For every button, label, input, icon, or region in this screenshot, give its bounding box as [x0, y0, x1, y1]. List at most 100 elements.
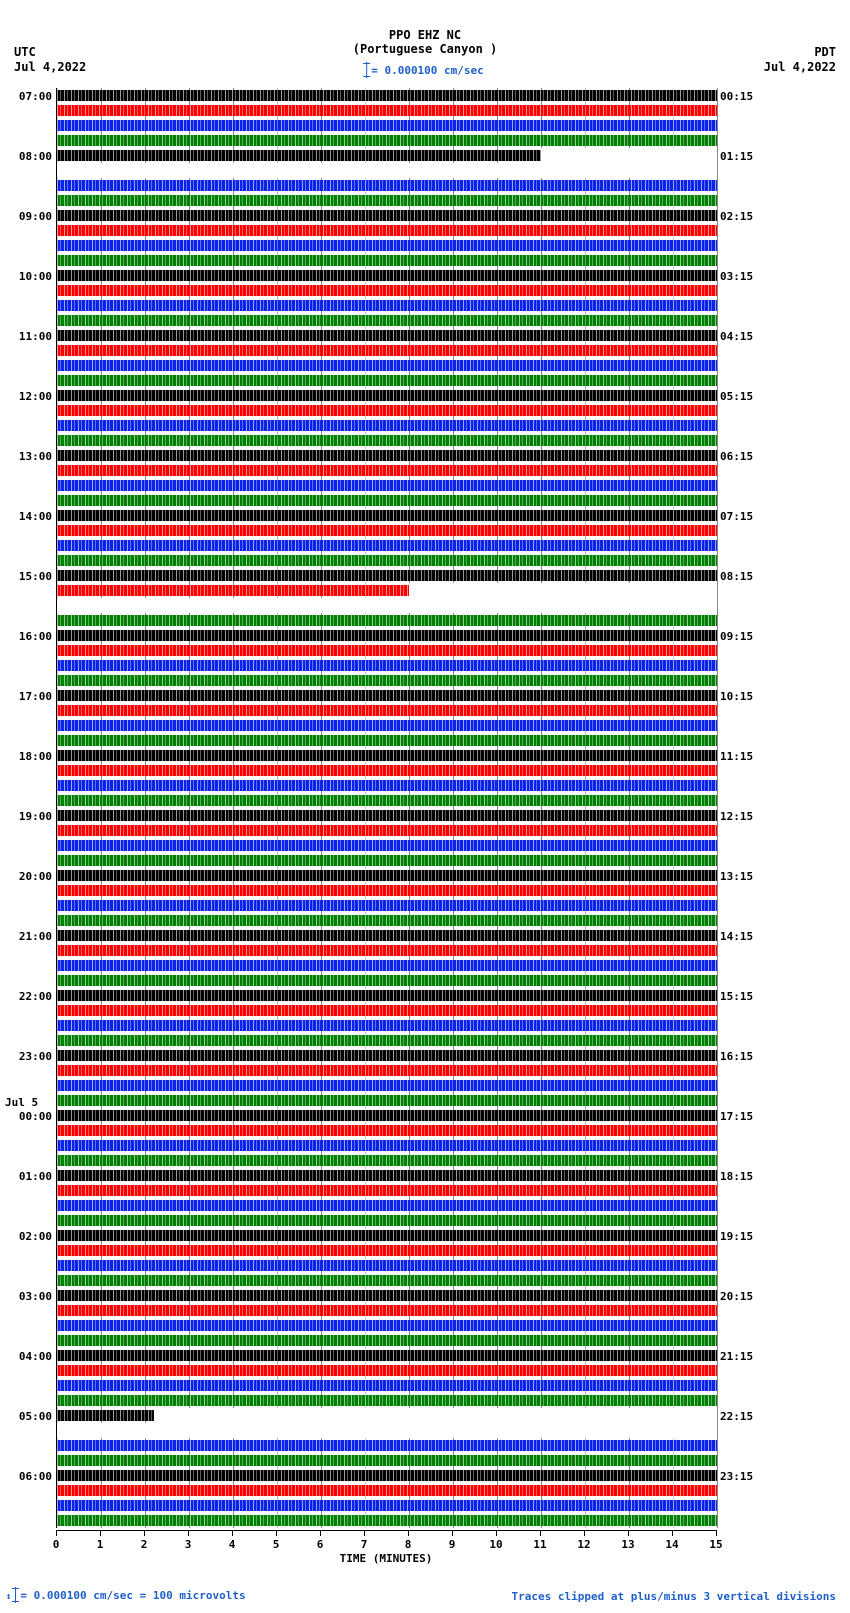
x-tick — [276, 1530, 277, 1536]
x-tick-label: 12 — [577, 1538, 590, 1551]
data-gap — [57, 598, 717, 613]
pdt-time-label: 07:15 — [720, 510, 753, 523]
utc-time-label: 17:00 — [6, 690, 52, 703]
trace-noise-overlay — [57, 853, 717, 868]
trace-row — [57, 793, 717, 808]
trace-row — [57, 418, 717, 433]
trace-noise-overlay — [57, 1288, 717, 1303]
trace-row — [57, 283, 717, 298]
trace-noise-overlay — [57, 1513, 717, 1528]
trace-noise-overlay — [57, 313, 717, 328]
trace-noise-overlay — [57, 553, 717, 568]
utc-time-label: 06:00 — [6, 1470, 52, 1483]
trace-row — [57, 508, 717, 523]
trace-row — [57, 1273, 717, 1288]
trace-row — [57, 928, 717, 943]
trace-row — [57, 868, 717, 883]
trace-row — [57, 643, 717, 658]
utc-time-label: 15:00 — [6, 570, 52, 583]
trace-row — [57, 118, 717, 133]
trace-noise-overlay — [57, 913, 717, 928]
trace-noise-overlay — [57, 1108, 717, 1123]
pdt-time-label: 14:15 — [720, 930, 753, 943]
trace-row — [57, 538, 717, 553]
trace-row — [57, 1213, 717, 1228]
trace-noise-overlay — [57, 763, 717, 778]
pdt-time-label: 09:15 — [720, 630, 753, 643]
trace-row — [57, 1168, 717, 1183]
trace-row — [57, 1318, 717, 1333]
trace-noise-overlay — [57, 688, 717, 703]
x-tick-label: 2 — [141, 1538, 148, 1551]
trace-noise-overlay — [57, 673, 717, 688]
trace-noise-overlay — [57, 1468, 717, 1483]
trace-row — [57, 748, 717, 763]
trace-row — [57, 343, 717, 358]
pdt-time-label: 03:15 — [720, 270, 753, 283]
trace-row — [57, 1093, 717, 1108]
trace-noise-overlay — [57, 748, 717, 763]
trace-row — [57, 838, 717, 853]
trace-noise-overlay — [57, 838, 717, 853]
x-axis-line — [56, 1530, 716, 1531]
trace-noise-overlay — [57, 283, 717, 298]
trace-row — [57, 433, 717, 448]
trace-noise-overlay — [57, 1303, 717, 1318]
trace-row — [57, 1333, 717, 1348]
trace-row — [57, 493, 717, 508]
x-tick — [716, 1530, 717, 1536]
trace-noise-overlay — [57, 1393, 717, 1408]
trace-noise-overlay — [57, 1018, 717, 1033]
trace-noise-overlay — [57, 988, 717, 1003]
trace-row — [57, 1453, 717, 1468]
utc-time-label: 20:00 — [6, 870, 52, 883]
trace-noise-overlay — [57, 448, 717, 463]
trace-noise-overlay — [57, 1273, 717, 1288]
x-tick — [100, 1530, 101, 1536]
trace-row — [57, 523, 717, 538]
x-tick-label: 10 — [489, 1538, 502, 1551]
trace-noise-overlay — [57, 403, 717, 418]
trace-noise-overlay — [57, 958, 717, 973]
trace-noise-overlay — [57, 1333, 717, 1348]
trace-noise-overlay — [57, 493, 717, 508]
trace-noise-overlay — [57, 373, 717, 388]
trace-row — [57, 778, 717, 793]
trace-noise-overlay — [57, 418, 717, 433]
trace-noise-overlay — [57, 268, 717, 283]
trace-row — [57, 958, 717, 973]
trace-row — [57, 358, 717, 373]
trace-row — [57, 103, 717, 118]
trace-row — [57, 1078, 717, 1093]
x-tick-label: 0 — [53, 1538, 60, 1551]
utc-time-label: 02:00 — [6, 1230, 52, 1243]
x-tick-label: 4 — [229, 1538, 236, 1551]
pdt-time-label: 05:15 — [720, 390, 753, 403]
utc-time-label: 19:00 — [6, 810, 52, 823]
pdt-time-label: 21:15 — [720, 1350, 753, 1363]
trace-row — [57, 448, 717, 463]
trace-noise-overlay — [57, 478, 717, 493]
utc-time-label: 11:00 — [6, 330, 52, 343]
x-tick-label: 8 — [405, 1538, 412, 1551]
trace-row — [57, 718, 717, 733]
trace-row — [57, 1483, 717, 1498]
trace-noise-overlay — [57, 718, 717, 733]
pdt-time-label: 06:15 — [720, 450, 753, 463]
trace-row — [57, 268, 717, 283]
trace-row — [57, 1003, 717, 1018]
trace-noise-overlay — [57, 868, 717, 883]
trace-row — [57, 553, 717, 568]
pdt-time-label: 04:15 — [720, 330, 753, 343]
pdt-time-label: 20:15 — [720, 1290, 753, 1303]
trace-noise-overlay — [57, 1183, 717, 1198]
x-axis-label: TIME (MINUTES) — [340, 1552, 433, 1565]
utc-time-label: 00:00 — [6, 1110, 52, 1123]
trace-row — [57, 883, 717, 898]
trace-row — [57, 1378, 717, 1393]
x-tick-label: 1 — [97, 1538, 104, 1551]
x-tick — [364, 1530, 365, 1536]
trace-noise-overlay — [57, 388, 717, 403]
trace-noise-overlay — [57, 643, 717, 658]
trace-row — [57, 1033, 717, 1048]
